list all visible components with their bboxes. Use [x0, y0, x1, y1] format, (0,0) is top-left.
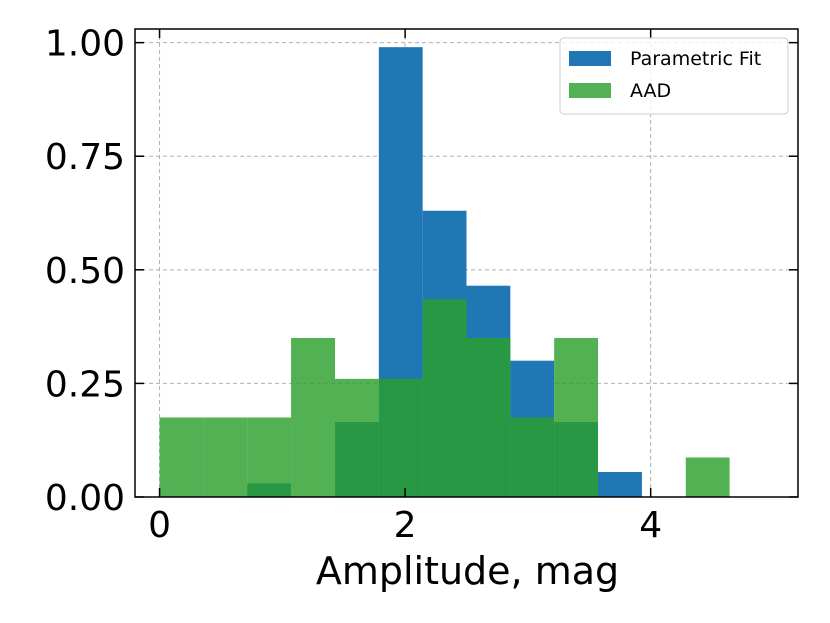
parametric-fit-bar-10	[597, 472, 642, 497]
aad-bar-2	[247, 417, 292, 497]
aad-bar-4	[335, 378, 379, 497]
axis-ticks	[135, 29, 798, 498]
y-tick-labels: 0.00 0.25 0.50 0.75 1.00	[45, 24, 125, 519]
aad-bar-12	[685, 457, 730, 497]
legend-label-aad: AAD	[630, 80, 671, 102]
legend-swatch-aad	[569, 83, 611, 98]
legend-box	[559, 37, 789, 115]
y-tick-label-4: 1.00	[45, 24, 125, 65]
x-tick-labels: 0 2 4	[148, 505, 662, 546]
aad-bar-3	[291, 337, 336, 497]
aad-bar-0	[159, 417, 204, 497]
histogram-bars	[159, 47, 730, 498]
aad-bar-1	[203, 417, 248, 497]
aad-bar-7	[466, 337, 511, 497]
aad-bar-8	[510, 417, 555, 497]
y-tick-label-0: 0.00	[45, 478, 125, 519]
x-tick-label-2: 4	[639, 505, 662, 546]
y-tick-label-2: 0.50	[45, 251, 125, 292]
aad-bar-6	[422, 299, 467, 497]
aad-bar-9	[554, 337, 598, 497]
plot-frame	[134, 28, 799, 498]
x-tick-label-1: 2	[394, 505, 417, 546]
legend-swatch-parametric-fit	[569, 51, 611, 66]
y-tick-label-3: 0.75	[45, 137, 125, 178]
x-axis-title: Amplitude, mag	[316, 549, 619, 593]
aad-bar-5	[378, 378, 423, 497]
legend: Parametric Fit AAD	[559, 37, 789, 115]
legend-label-parametric-fit: Parametric Fit	[630, 48, 761, 70]
x-tick-label-0: 0	[148, 505, 171, 546]
y-tick-label-1: 0.25	[45, 364, 125, 405]
